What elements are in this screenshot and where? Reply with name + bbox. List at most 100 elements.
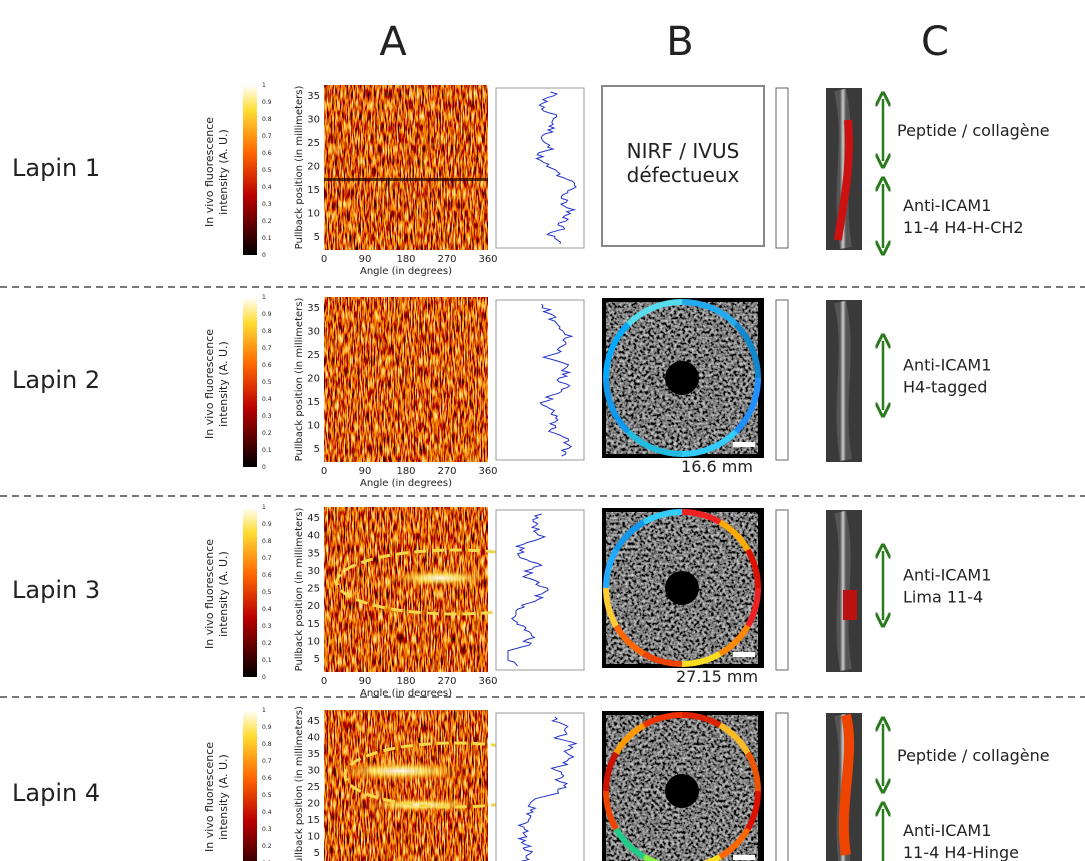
colorbar-label: intensity (A. U.): [217, 129, 230, 215]
annotation: Peptide / collagène: [897, 746, 1050, 765]
heatmap-band: [324, 178, 488, 181]
annotation: Peptide / collagène: [897, 121, 1050, 140]
colorbar-tick: 0.3: [262, 413, 272, 420]
column-header: A: [379, 19, 407, 65]
signal: [838, 713, 855, 856]
colorbar-tick: 0.8: [262, 116, 272, 123]
y-tick: 25: [307, 350, 320, 361]
x-tick: 90: [359, 676, 372, 687]
ivus-ring: [702, 854, 722, 861]
colorbar-tick: 0.9: [262, 521, 272, 528]
scale-label: 16.6 mm: [681, 457, 753, 476]
x-tick: 270: [437, 466, 456, 477]
ivus-ring: [603, 548, 619, 589]
hot-spot: [385, 569, 495, 587]
colorbar-tick: 0.4: [262, 809, 272, 816]
colorbar-tick: 0.2: [262, 218, 272, 225]
colorbar-label: In vivo fluorescence: [203, 329, 216, 439]
y-tick: 20: [307, 799, 320, 810]
x-tick: 360: [478, 466, 497, 477]
colorbar-tick: 1: [262, 294, 266, 301]
x-tick: 180: [396, 466, 415, 477]
colorbar-tick: 0.9: [262, 311, 272, 318]
colorbar-tick: 0.1: [262, 235, 272, 242]
colorbar: [243, 507, 257, 677]
ivus-note: défectueux: [627, 163, 740, 187]
x-tick: 0: [321, 676, 327, 687]
x-tick: 90: [359, 254, 372, 265]
y-tick: 20: [307, 374, 320, 385]
ivus-ring: [613, 624, 646, 657]
ivus-ring: [733, 322, 761, 379]
y-tick: 30: [307, 766, 320, 777]
y-tick: 30: [307, 566, 320, 577]
y-tick: 5: [314, 444, 320, 455]
y-tick: 45: [307, 716, 320, 727]
small-colorbar: [775, 87, 789, 249]
ivus-ring: [603, 790, 619, 831]
ivus-ring: [613, 827, 646, 860]
y-tick: 25: [307, 138, 320, 149]
scale-bar: [733, 855, 755, 860]
ivus-ring: [642, 854, 662, 861]
small-colorbar: [775, 509, 789, 671]
column-header: B: [666, 19, 693, 65]
annotation: Anti-ICAM1: [903, 356, 991, 375]
ivus-ring: [745, 790, 761, 831]
y-tick: 30: [307, 327, 320, 338]
ivus-ring: [681, 299, 738, 327]
colorbar-tick: 0.3: [262, 623, 272, 630]
x-axis-label: Angle (in degrees): [360, 266, 452, 277]
ivus-ring: [642, 712, 683, 728]
y-tick: 30: [307, 115, 320, 126]
x-tick: 0: [321, 466, 327, 477]
colorbar-tick: 0.5: [262, 167, 272, 174]
ivus-ring: [642, 651, 683, 667]
y-tick: 40: [307, 733, 320, 744]
hot-spot: [330, 761, 470, 781]
colorbar-tick: 0.6: [262, 150, 272, 157]
colorbar-tick: 0.3: [262, 201, 272, 208]
x-tick: 90: [359, 466, 372, 477]
colorbar-label: intensity (A. U.): [217, 754, 230, 840]
ivus-ring: [642, 509, 683, 525]
heatmap: [324, 710, 488, 861]
ivus-ring: [626, 429, 683, 457]
colorbar-tick: 0.3: [262, 826, 272, 833]
y-tick: 45: [307, 513, 320, 524]
y-axis-label: Pullback position (in millimeters): [294, 508, 305, 672]
colorbar-tick: 0.8: [262, 741, 272, 748]
profile-line: [516, 716, 578, 861]
ivus-ring: [603, 587, 619, 628]
y-tick: 10: [307, 636, 320, 647]
y-tick: 20: [307, 162, 320, 173]
colorbar-label: In vivo fluorescence: [203, 539, 216, 649]
y-tick: 10: [307, 421, 320, 432]
annotation: 11-4 H4-Hinge: [903, 843, 1019, 861]
row: Lapin 3 In vivo fluorescence intensity (A.…: [12, 504, 991, 699]
y-tick: 5: [314, 232, 320, 243]
colorbar-tick: 1: [262, 82, 266, 89]
column-header: C: [921, 19, 949, 65]
colorbar-tick: 0: [262, 464, 266, 471]
colorbar-tick: 0.7: [262, 758, 272, 765]
y-tick: 25: [307, 584, 320, 595]
scale-bar: [733, 652, 755, 657]
row-label: Lapin 1: [12, 154, 100, 182]
ivus-ring: [718, 827, 751, 860]
profile-plot: [495, 712, 585, 861]
ivus-ring: [745, 587, 761, 628]
colorbar-tick: 0.7: [262, 133, 272, 140]
colorbar-tick: 0.4: [262, 184, 272, 191]
ivus-ring: [681, 509, 722, 525]
colorbar-label: In vivo fluorescence: [203, 117, 216, 227]
scale-label: 27.15 mm: [676, 667, 758, 686]
colorbar-tick: 0.5: [262, 379, 272, 386]
colorbar-tick: 0.2: [262, 640, 272, 647]
ivus-ring: [613, 519, 646, 552]
ivus-ring: [718, 519, 751, 552]
x-axis-label: Angle (in degrees): [360, 478, 452, 489]
colorbar-label: intensity (A. U.): [217, 341, 230, 427]
